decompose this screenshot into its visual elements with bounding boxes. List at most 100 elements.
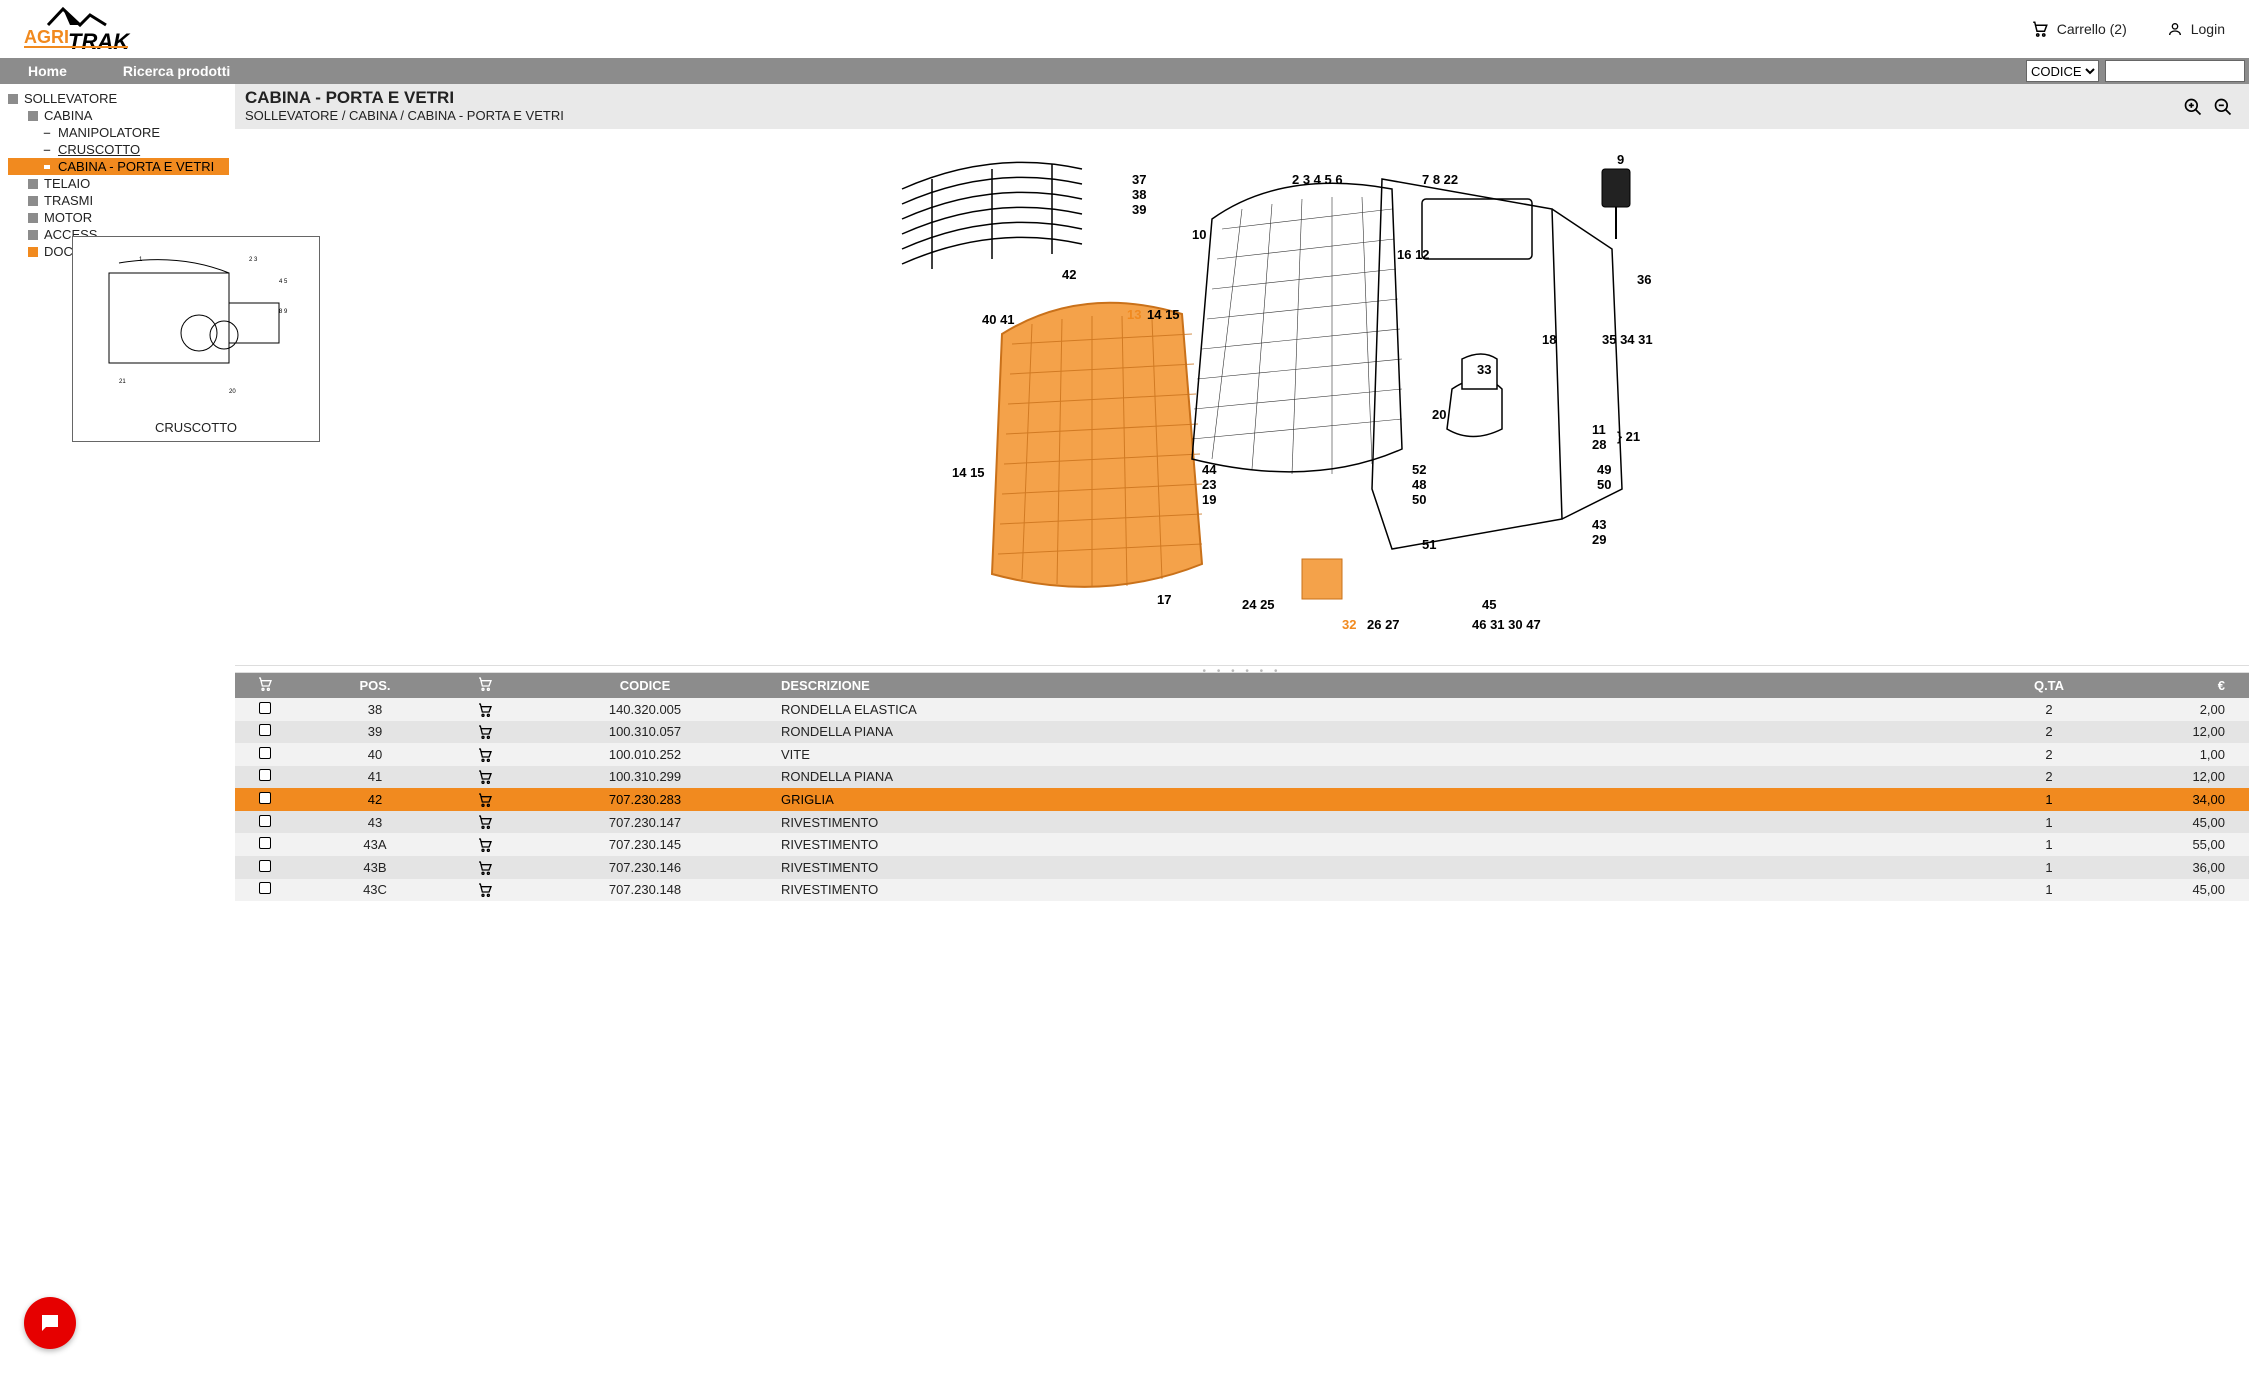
cart-link[interactable]: Carrello (2) — [2031, 20, 2127, 38]
sidebar-item-manipolatore[interactable]: –MANIPOLATORE — [8, 124, 229, 141]
th-code[interactable]: CODICE — [515, 673, 775, 698]
table-row[interactable]: 40100.010.252VITE21,00 — [235, 743, 2249, 766]
exploded-diagram[interactable]: 373839 42 40 41 1314 15 10 2 3 4 5 6 7 8… — [235, 129, 2249, 665]
sidebar-item-cabina[interactable]: CABINA — [8, 107, 229, 124]
th-price[interactable]: € — [2129, 673, 2249, 698]
cell-desc: RONDELLA ELASTICA — [775, 698, 1969, 721]
cell-qty: 2 — [1969, 766, 2129, 789]
cell-pos: 39 — [295, 721, 455, 744]
navbar: Home Ricerca prodotti CODICE — [0, 58, 2249, 84]
add-to-cart-icon[interactable] — [477, 836, 493, 851]
zoom-in-icon[interactable] — [2183, 97, 2203, 117]
tree-marker-icon — [8, 94, 18, 104]
breadcrumb: SOLLEVATORE / CABINA / CABINA - PORTA E … — [245, 108, 2239, 123]
cell-price: 1,00 — [2129, 743, 2249, 766]
sidebar-item-label: CABINA — [44, 108, 92, 123]
table-row[interactable]: 42707.230.283GRIGLIA134,00 — [235, 788, 2249, 811]
user-icon — [2167, 21, 2183, 37]
table-row[interactable]: 43707.230.147RIVESTIMENTO145,00 — [235, 811, 2249, 834]
tree-marker-icon — [28, 213, 38, 223]
sidebar-item-sollevatore[interactable]: SOLLEVATORE — [8, 90, 229, 107]
tree-marker-icon — [42, 163, 52, 171]
svg-text:4 5: 4 5 — [279, 279, 288, 285]
chat-button[interactable] — [24, 1297, 76, 1349]
add-to-cart-icon[interactable] — [477, 724, 493, 739]
sidebar-item-cabina-porta-e-vetri[interactable]: CABINA - PORTA E VETRI — [8, 158, 229, 175]
svg-text:7 8 22: 7 8 22 — [1422, 172, 1458, 187]
svg-text:35 34 31: 35 34 31 — [1602, 332, 1653, 347]
cell-price: 36,00 — [2129, 856, 2249, 879]
svg-text:51: 51 — [1422, 537, 1436, 552]
table-row[interactable]: 43A707.230.145RIVESTIMENTO155,00 — [235, 833, 2249, 856]
cell-code: 707.230.283 — [515, 788, 775, 811]
cell-code: 100.310.057 — [515, 721, 775, 744]
logo[interactable]: AGRI TRAK — [8, 5, 138, 53]
add-to-cart-icon[interactable] — [477, 769, 493, 784]
search-type-select[interactable]: CODICE — [2026, 60, 2099, 82]
cell-desc: GRIGLIA — [775, 788, 1969, 811]
splitter-handle[interactable]: • • • • • • — [235, 665, 2249, 673]
sidebar-item-trasmissione[interactable]: TRASMI — [8, 192, 229, 209]
row-checkbox[interactable] — [259, 837, 271, 849]
add-to-cart-icon[interactable] — [477, 701, 493, 716]
cell-pos: 40 — [295, 743, 455, 766]
table-row[interactable]: 41100.310.299RONDELLA PIANA212,00 — [235, 766, 2249, 789]
search-input[interactable] — [2105, 60, 2245, 82]
svg-text:37: 37 — [1132, 172, 1146, 187]
cell-qty: 1 — [1969, 811, 2129, 834]
th-desc[interactable]: DESCRIZIONE — [775, 673, 1969, 698]
cell-pos: 43A — [295, 833, 455, 856]
row-checkbox[interactable] — [259, 702, 271, 714]
cell-pos: 38 — [295, 698, 455, 721]
cell-desc: RIVESTIMENTO — [775, 856, 1969, 879]
table-row[interactable]: 43C707.230.148RIVESTIMENTO145,00 — [235, 879, 2249, 902]
cart-label: Carrello (2) — [2057, 21, 2127, 37]
cell-qty: 1 — [1969, 879, 2129, 902]
row-checkbox[interactable] — [259, 860, 271, 872]
top-right-links: Carrello (2) Login — [2031, 20, 2225, 38]
cell-qty: 1 — [1969, 833, 2129, 856]
cell-desc: RIVESTIMENTO — [775, 833, 1969, 856]
add-to-cart-icon[interactable] — [477, 791, 493, 806]
nav-search-products[interactable]: Ricerca prodotti — [95, 63, 258, 79]
page-title: CABINA - PORTA E VETRI — [245, 88, 2239, 108]
row-checkbox[interactable] — [259, 769, 271, 781]
row-checkbox[interactable] — [259, 792, 271, 804]
cell-pos: 41 — [295, 766, 455, 789]
table-row[interactable]: 38140.320.005RONDELLA ELASTICA22,00 — [235, 698, 2249, 721]
preview-thumbnail: 12 3 4 58 9 2120 — [79, 243, 313, 413]
login-label: Login — [2191, 21, 2225, 37]
svg-text:50: 50 — [1597, 477, 1611, 492]
row-checkbox[interactable] — [259, 724, 271, 736]
cell-desc: VITE — [775, 743, 1969, 766]
row-checkbox[interactable] — [259, 882, 271, 894]
sidebar-item-label: SOLLEVATORE — [24, 91, 117, 106]
table-row[interactable]: 39100.310.057RONDELLA PIANA212,00 — [235, 721, 2249, 744]
row-checkbox[interactable] — [259, 747, 271, 759]
svg-text:TRAK: TRAK — [68, 29, 131, 53]
th-qty[interactable]: Q.TA — [1969, 673, 2129, 698]
add-to-cart-icon[interactable] — [477, 814, 493, 829]
svg-text:20: 20 — [229, 389, 236, 395]
add-to-cart-icon[interactable] — [477, 882, 493, 897]
svg-text:2 3: 2 3 — [249, 257, 258, 263]
sidebar-item-motore[interactable]: MOTOR — [8, 209, 229, 226]
add-to-cart-icon[interactable] — [477, 746, 493, 761]
cell-pos: 43 — [295, 811, 455, 834]
add-to-cart-icon[interactable] — [477, 859, 493, 874]
login-link[interactable]: Login — [2167, 21, 2225, 37]
table-row[interactable]: 43B707.230.146RIVESTIMENTO136,00 — [235, 856, 2249, 879]
main-column: CABINA - PORTA E VETRI SOLLEVATORE / CAB… — [235, 84, 2249, 901]
sidebar-item-cruscotto[interactable]: –CRUSCOTTO — [8, 141, 229, 158]
nav-home[interactable]: Home — [0, 63, 95, 79]
zoom-out-icon[interactable] — [2213, 97, 2233, 117]
svg-text:39: 39 — [1132, 202, 1146, 217]
top-strip: AGRI TRAK Carrello (2) Login — [0, 0, 2249, 58]
sidebar-item-telaio[interactable]: TELAIO — [8, 175, 229, 192]
svg-text:42: 42 — [1062, 267, 1076, 282]
row-checkbox[interactable] — [259, 815, 271, 827]
svg-text:17: 17 — [1157, 592, 1171, 607]
cell-price: 2,00 — [2129, 698, 2249, 721]
th-pos[interactable]: POS. — [295, 673, 455, 698]
svg-text:24 25: 24 25 — [1242, 597, 1275, 612]
